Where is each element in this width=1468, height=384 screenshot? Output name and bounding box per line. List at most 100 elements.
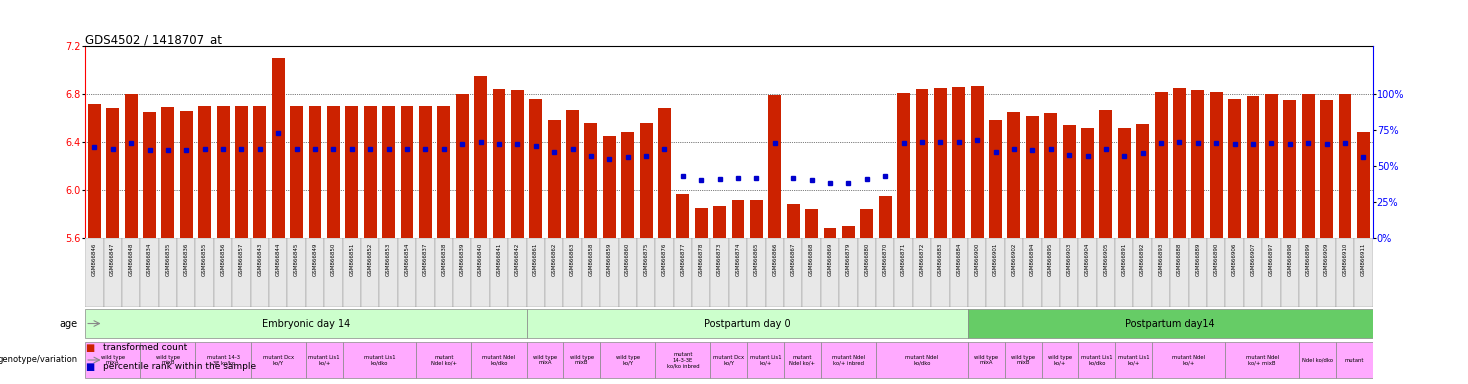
- Text: GSM866856: GSM866856: [220, 243, 226, 276]
- Bar: [1246, 96, 1260, 238]
- Bar: [85, 309, 527, 338]
- Text: GSM866842: GSM866842: [515, 243, 520, 276]
- Bar: [967, 342, 1004, 378]
- Text: mutant: mutant: [1345, 358, 1364, 362]
- Bar: [840, 238, 857, 307]
- Text: GSM866878: GSM866878: [699, 243, 703, 276]
- Bar: [269, 238, 288, 307]
- Bar: [857, 238, 876, 307]
- Bar: [1320, 100, 1333, 238]
- Text: mutant Lis1
ko/+: mutant Lis1 ko/+: [750, 354, 781, 366]
- Text: GSM866834: GSM866834: [147, 243, 153, 276]
- Bar: [272, 58, 285, 238]
- Bar: [1023, 238, 1041, 307]
- Bar: [125, 94, 138, 238]
- Bar: [1041, 342, 1079, 378]
- Bar: [527, 309, 967, 338]
- Bar: [471, 238, 490, 307]
- Text: GSM866876: GSM866876: [662, 243, 666, 276]
- Text: GDS4502 / 1418707_at: GDS4502 / 1418707_at: [85, 33, 222, 46]
- Bar: [305, 342, 342, 378]
- Bar: [1283, 100, 1296, 238]
- Bar: [750, 200, 763, 238]
- Bar: [1353, 238, 1373, 307]
- Bar: [1299, 238, 1317, 307]
- Bar: [691, 238, 711, 307]
- Bar: [621, 132, 634, 238]
- Text: GSM866862: GSM866862: [552, 243, 556, 276]
- Bar: [713, 206, 727, 238]
- Bar: [1116, 238, 1133, 307]
- Bar: [655, 342, 711, 378]
- Text: genotype/variation: genotype/variation: [0, 356, 78, 364]
- Text: GSM866909: GSM866909: [1324, 243, 1329, 276]
- Bar: [1007, 112, 1020, 238]
- Text: GSM866855: GSM866855: [203, 243, 207, 276]
- Bar: [106, 108, 119, 238]
- Bar: [1262, 238, 1280, 307]
- Text: ■: ■: [85, 343, 94, 353]
- Text: GSM866890: GSM866890: [1214, 243, 1218, 276]
- Bar: [1336, 238, 1353, 307]
- Bar: [417, 342, 471, 378]
- Bar: [603, 136, 615, 238]
- Text: GSM866853: GSM866853: [386, 243, 390, 276]
- Bar: [178, 238, 195, 307]
- Bar: [967, 238, 986, 307]
- Bar: [1339, 94, 1352, 238]
- Text: mutant Dcx
ko/Y: mutant Dcx ko/Y: [713, 354, 744, 366]
- Text: GSM866899: GSM866899: [1305, 243, 1311, 276]
- Bar: [637, 238, 655, 307]
- Text: mutant Dcx
ko/Y: mutant Dcx ko/Y: [263, 354, 294, 366]
- Text: GSM866838: GSM866838: [442, 243, 446, 276]
- Text: GSM866836: GSM866836: [184, 243, 189, 276]
- Text: GSM866894: GSM866894: [1031, 243, 1035, 276]
- Text: GSM866848: GSM866848: [129, 243, 134, 276]
- Text: GSM866861: GSM866861: [533, 243, 539, 276]
- Bar: [821, 342, 876, 378]
- Bar: [527, 238, 545, 307]
- Bar: [214, 238, 232, 307]
- Bar: [1299, 342, 1336, 378]
- Bar: [1192, 91, 1204, 238]
- Bar: [361, 238, 379, 307]
- Bar: [677, 194, 690, 238]
- Text: wild type
mixB: wild type mixB: [570, 354, 593, 366]
- Bar: [711, 238, 730, 307]
- Text: GSM866872: GSM866872: [919, 243, 925, 276]
- Text: GSM866910: GSM866910: [1343, 243, 1348, 276]
- Bar: [784, 238, 803, 307]
- Text: GSM866843: GSM866843: [257, 243, 263, 276]
- Bar: [198, 106, 211, 238]
- Bar: [548, 121, 561, 238]
- Text: GSM866850: GSM866850: [330, 243, 336, 276]
- Bar: [418, 106, 432, 238]
- Text: GSM866874: GSM866874: [735, 243, 740, 276]
- Text: GSM866875: GSM866875: [643, 243, 649, 276]
- Bar: [104, 238, 122, 307]
- Bar: [1152, 238, 1170, 307]
- Bar: [1026, 116, 1039, 238]
- Bar: [564, 238, 581, 307]
- Bar: [1004, 238, 1023, 307]
- Text: GSM866888: GSM866888: [1177, 243, 1182, 276]
- Bar: [1152, 342, 1226, 378]
- Bar: [1356, 132, 1370, 238]
- Text: GSM866906: GSM866906: [1232, 243, 1238, 276]
- Bar: [181, 111, 192, 238]
- Bar: [970, 86, 984, 238]
- Bar: [894, 238, 913, 307]
- Bar: [986, 238, 1004, 307]
- Bar: [455, 94, 468, 238]
- Bar: [876, 238, 894, 307]
- Bar: [1133, 238, 1152, 307]
- Bar: [1041, 238, 1060, 307]
- Bar: [934, 88, 947, 238]
- Bar: [195, 342, 251, 378]
- Bar: [308, 106, 321, 238]
- Bar: [345, 106, 358, 238]
- Text: GSM866911: GSM866911: [1361, 243, 1365, 276]
- Bar: [1155, 92, 1167, 238]
- Text: GSM866860: GSM866860: [625, 243, 630, 276]
- Bar: [435, 238, 454, 307]
